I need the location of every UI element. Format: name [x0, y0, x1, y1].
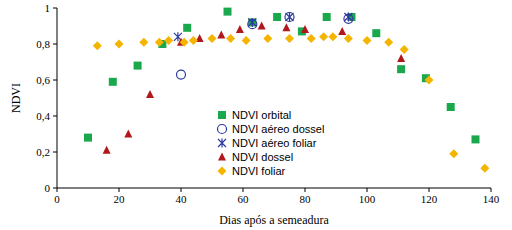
point	[384, 38, 393, 47]
y-tick	[53, 44, 57, 45]
point	[425, 76, 434, 85]
point	[472, 135, 480, 143]
point	[180, 38, 189, 47]
x-axis	[57, 188, 491, 189]
point	[248, 18, 256, 27]
plot-area	[84, 8, 489, 173]
y-tick	[53, 80, 57, 81]
y-axis-label: NDVI	[9, 83, 23, 113]
y-tick	[53, 8, 57, 9]
legend-marker	[218, 167, 227, 176]
point	[155, 38, 164, 47]
x-tick	[491, 188, 492, 192]
y-tick-label: 0,8	[36, 38, 50, 50]
point	[285, 13, 294, 22]
point	[344, 34, 353, 43]
point	[103, 146, 111, 154]
point	[338, 27, 346, 35]
point	[236, 25, 244, 33]
x-tick	[429, 188, 430, 192]
legend-label: NDVI aéreo foliar	[232, 137, 317, 149]
point	[139, 38, 148, 47]
y-tick-label: 0	[45, 182, 51, 194]
series	[174, 13, 353, 42]
x-tick	[243, 188, 244, 192]
point	[319, 32, 328, 41]
point	[84, 134, 92, 142]
point	[301, 25, 309, 33]
legend-label: NDVI dossel	[232, 151, 293, 163]
x-axis-label: Dias após a semeadura	[219, 213, 329, 227]
point	[307, 34, 316, 43]
point	[344, 13, 352, 22]
point	[93, 41, 102, 50]
point	[397, 65, 405, 73]
point	[258, 22, 266, 30]
y-tick	[53, 152, 57, 153]
series	[103, 22, 406, 154]
point	[208, 34, 217, 43]
x-tick-label: 120	[421, 193, 438, 205]
point	[363, 36, 372, 45]
x-tick-label: 80	[300, 193, 312, 205]
legend-label: NDVI foliar	[232, 165, 286, 177]
x-tick-label: 0	[54, 193, 60, 205]
legend-marker	[218, 153, 226, 161]
point	[226, 34, 235, 43]
point	[183, 24, 191, 32]
point	[115, 40, 124, 49]
x-tick	[57, 188, 58, 192]
legend-marker	[218, 111, 226, 119]
x-tick	[367, 188, 368, 192]
point	[400, 45, 409, 54]
point	[285, 34, 294, 43]
x-tick-label: 100	[359, 193, 376, 205]
y-tick-label: 0,2	[36, 146, 50, 158]
y-tick-label: 1	[45, 2, 51, 14]
point	[282, 23, 290, 31]
x-tick-label: 20	[114, 193, 126, 205]
point	[242, 36, 251, 45]
point	[217, 31, 225, 39]
legend-label: NDVI aéreo dossel	[232, 123, 324, 135]
point	[397, 54, 405, 62]
point	[248, 18, 256, 26]
point	[372, 29, 380, 37]
point	[480, 164, 489, 173]
x-tick-label: 140	[483, 193, 500, 205]
point	[109, 78, 117, 86]
point	[328, 32, 337, 41]
legend-label: NDVI orbital	[232, 109, 291, 121]
point	[134, 62, 142, 70]
x-tick	[305, 188, 306, 192]
point	[164, 36, 173, 45]
point	[447, 103, 455, 111]
point	[273, 13, 281, 21]
point	[263, 34, 272, 43]
point	[286, 13, 294, 22]
series	[93, 32, 490, 172]
point	[224, 8, 232, 16]
legend: NDVI orbital NDVI aéreo dossel NDVI aéreo …	[218, 109, 325, 177]
x-tick-label: 40	[176, 193, 188, 205]
point	[146, 90, 154, 98]
series	[177, 13, 353, 80]
legend-marker	[218, 139, 226, 148]
y-tick	[53, 116, 57, 117]
y-tick	[53, 188, 57, 189]
legend-marker	[218, 125, 227, 134]
point	[177, 70, 186, 79]
x-tick-label: 60	[238, 193, 250, 205]
x-tick	[119, 188, 120, 192]
chart: 0 20 40 60 80 100 120 140 0 0,2 0,4 0,6 0,8 1 Dias apó…	[0, 0, 512, 230]
x-tick	[181, 188, 182, 192]
series	[84, 8, 480, 144]
point	[449, 149, 458, 158]
point	[124, 130, 132, 138]
point	[323, 13, 331, 21]
y-axis	[57, 8, 58, 188]
y-tick-label: 0,6	[36, 74, 50, 86]
point	[189, 36, 198, 45]
y-tick-label: 0,4	[36, 110, 50, 122]
